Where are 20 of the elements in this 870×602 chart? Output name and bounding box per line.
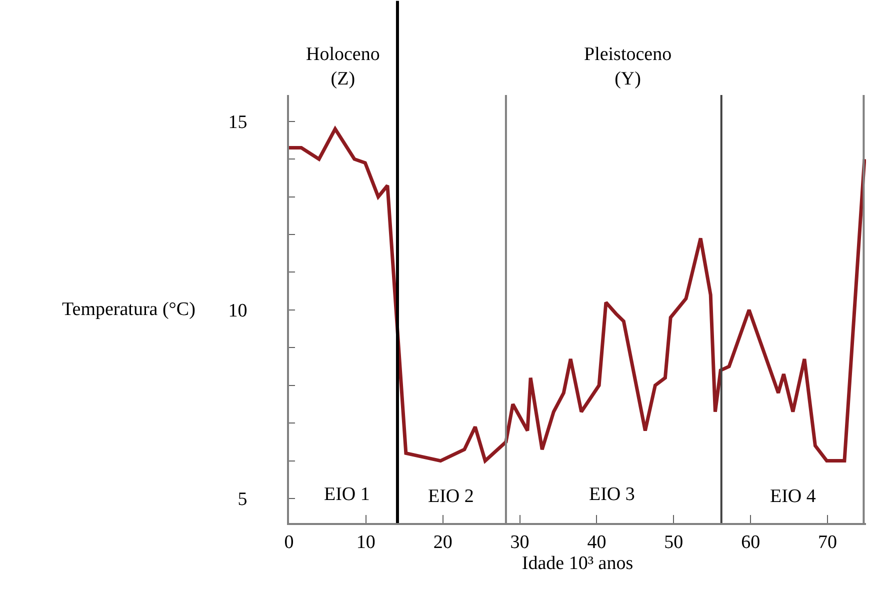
x-tick-label: 10: [356, 532, 376, 553]
annotation: EIO 3: [589, 484, 635, 505]
x-tick-label: 50: [664, 532, 684, 553]
y-tick-label: 5: [238, 489, 248, 510]
annotation: EIO 4: [770, 486, 816, 507]
x-tick-label: 20: [433, 532, 452, 553]
x-tick-label: 70: [818, 532, 838, 553]
annotation: EIO 2: [428, 486, 474, 507]
text: Holoceno (Z): [306, 44, 380, 90]
y-tick-label: 15: [228, 112, 248, 134]
y-tick-label: 10: [228, 300, 248, 322]
annotation: EIO 1: [324, 484, 370, 505]
line-series: [289, 127, 866, 463]
text: Pleistoceno (Y): [584, 44, 672, 90]
y-axis-title: Temperatura (°C): [62, 299, 196, 320]
x-tick-label: 30: [510, 532, 530, 553]
x-tick-label: 60: [741, 532, 760, 553]
x-axis-title: Idade 10³ anos: [522, 553, 634, 574]
x-tick-label: 0: [284, 532, 294, 553]
x-tick-label: 40: [587, 532, 606, 553]
